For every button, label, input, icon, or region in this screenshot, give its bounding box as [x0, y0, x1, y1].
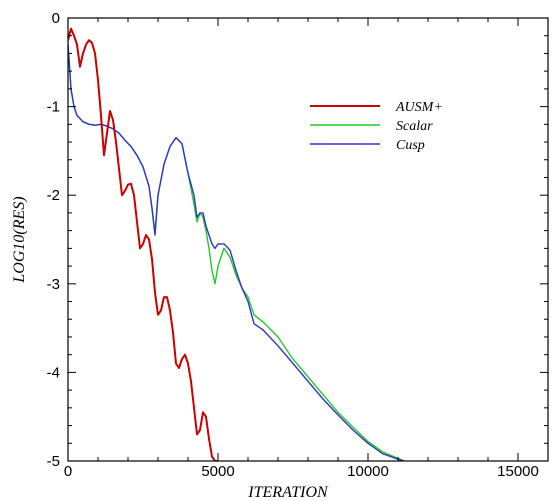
- tick-labels: 0 5000 10000 15000 0 -1 -2 -3 -4 -5: [47, 10, 539, 480]
- y-tick-label: -1: [47, 99, 60, 116]
- series-line-ausm: [68, 27, 218, 461]
- plot-lines: [68, 27, 405, 461]
- x-tick-label: 15000: [497, 463, 539, 480]
- legend-label: Cusp: [396, 138, 425, 153]
- y-tick-label: -4: [47, 364, 60, 381]
- x-axis-title: ITERATION: [247, 484, 329, 501]
- x-tick-label: 0: [64, 463, 72, 480]
- y-tick-label: -3: [47, 276, 60, 293]
- legend-label: Scalar: [396, 119, 433, 134]
- x-tick-label: 10000: [347, 463, 389, 480]
- y-axis-title: LOG10(RES): [11, 196, 28, 283]
- series-line-scalar: [68, 44, 405, 461]
- y-tick-label: -5: [47, 453, 60, 470]
- y-tick-label: -2: [47, 187, 60, 204]
- y-tick-label: 0: [52, 10, 60, 27]
- x-tick-label: 5000: [201, 463, 234, 480]
- legend-label: AUSM+: [395, 100, 443, 115]
- series-line-cusp: [68, 44, 405, 461]
- axis-ticks: [67, 17, 549, 462]
- legend: AUSM+ Scalar Cusp: [310, 100, 443, 153]
